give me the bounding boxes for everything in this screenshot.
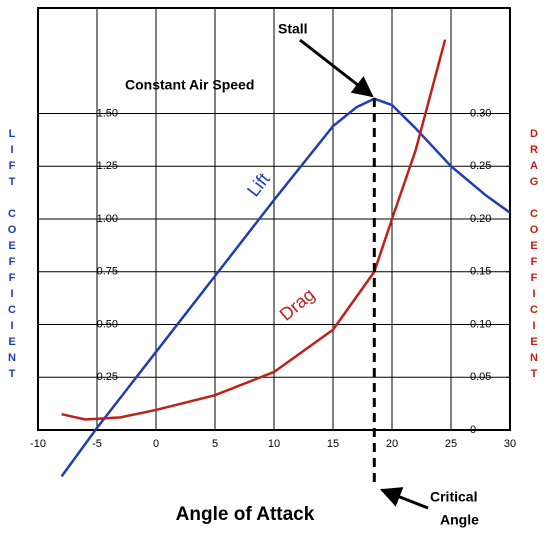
x-tick-label: -10 <box>30 438 46 450</box>
x-tick-label: 20 <box>386 438 398 450</box>
y2-tick-label: 0 <box>470 424 476 436</box>
y-tick-label: 1.50 <box>97 107 118 119</box>
x-tick-label: -5 <box>92 438 102 450</box>
y2-tick-label: 0.30 <box>470 107 491 119</box>
stall-label: Stall <box>278 21 308 37</box>
x-axis-label: Angle of Attack <box>176 504 315 525</box>
critical-label: Angle <box>440 512 479 528</box>
lift-label: Lift <box>243 169 274 200</box>
y2-tick-label: 0.10 <box>470 318 491 330</box>
critical-label: Critical <box>430 489 477 505</box>
y-tick-label: 1.00 <box>97 213 118 225</box>
y2-tick-label: 0.15 <box>470 266 491 278</box>
y2-tick-label: 0.25 <box>470 160 491 172</box>
critical-arrow <box>380 487 429 510</box>
x-tick-label: 10 <box>268 438 280 450</box>
line <box>60 97 511 478</box>
y-tick-label: 1.25 <box>97 160 118 172</box>
y2-tick-label: 0.05 <box>470 371 491 383</box>
y-tick-label: 0.25 <box>97 371 118 383</box>
y-axis-label: LIFT COEFFICIENT <box>6 128 18 384</box>
stall-arrow <box>299 38 374 98</box>
x-tick-label: 0 <box>153 438 159 450</box>
title: Constant Air Speed <box>125 77 254 93</box>
drag-label: Drag <box>276 284 319 324</box>
y2-tick-label: 0.20 <box>470 213 491 225</box>
x-tick-label: 5 <box>212 438 218 450</box>
y-tick-label: 0.50 <box>97 318 118 330</box>
x-tick-label: 30 <box>504 438 516 450</box>
x-tick-label: 15 <box>327 438 339 450</box>
y-tick-label: 0.75 <box>97 266 118 278</box>
y2-axis-label: DRAG COEFFICIENT <box>528 128 540 384</box>
x-tick-label: 25 <box>445 438 457 450</box>
line <box>61 39 447 421</box>
